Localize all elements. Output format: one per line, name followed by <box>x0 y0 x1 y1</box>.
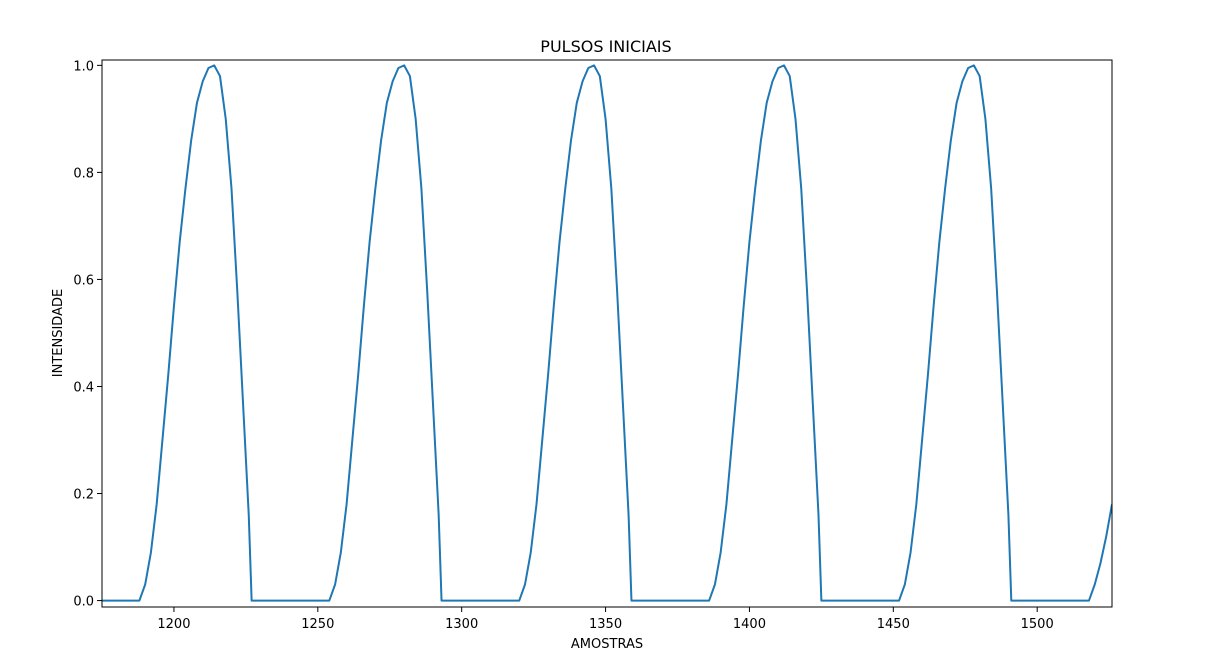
x-tick-label: 1350 <box>589 617 622 632</box>
x-tick-label: 1300 <box>445 617 478 632</box>
y-tick-label: 0.8 <box>73 166 94 181</box>
x-tick-label: 1200 <box>157 617 190 632</box>
plot-area: 1200 1250 1300 1350 1400 1450 1500 0.00.20.40.… <box>73 59 1113 632</box>
series-layer <box>102 64 1112 602</box>
y-axis-label: INTENSIDADE <box>51 289 66 377</box>
series-line <box>102 64 1112 602</box>
x-tick-label: 1450 <box>877 617 910 632</box>
chart-title: PULSOS INICIAIS <box>540 37 671 56</box>
y-tick-label: 0.4 <box>73 380 94 395</box>
y-tick-label: 0.0 <box>73 595 94 610</box>
x-tick-label: 1500 <box>1021 617 1054 632</box>
y-tick-label: 0.2 <box>73 488 94 503</box>
x-axis-ticks: 1200 1250 1300 1350 1400 1450 1500 <box>157 607 1054 632</box>
axes-frame <box>101 59 1113 608</box>
x-tick-label: 1250 <box>301 617 334 632</box>
y-tick-label: 0.6 <box>73 273 94 288</box>
x-axis-label: AMOSTRAS <box>571 637 643 652</box>
x-tick-label: 1400 <box>733 617 766 632</box>
y-tick-label: 1.0 <box>73 59 94 74</box>
y-axis-ticks: 0.0 0.2 0.4 0.6 0.8 1.0 <box>73 59 102 610</box>
